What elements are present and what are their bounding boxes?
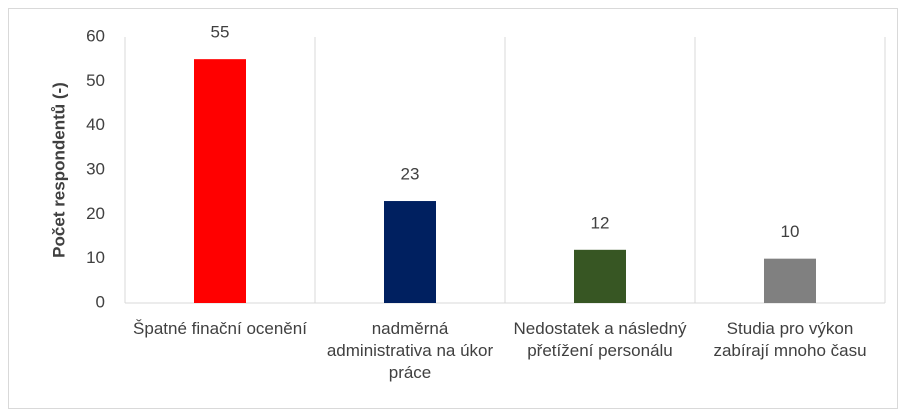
y-tick-label: 20 [86, 204, 105, 223]
data-label: 23 [401, 165, 420, 184]
data-label: 55 [211, 23, 230, 42]
x-tick-label: Studia pro výkon zabírají mnoho času [713, 319, 867, 360]
bar [384, 201, 436, 303]
bar [764, 258, 816, 303]
x-tick-label: nadměrná administrativa na úkor práce [326, 319, 494, 382]
y-axis-label: Počet respondentů (-) [49, 82, 68, 258]
bar [574, 249, 626, 303]
chart-border [8, 8, 898, 409]
y-tick-label: 50 [86, 71, 105, 90]
x-tick-label: Špatné finační ocenění [133, 319, 307, 338]
y-tick-label: 0 [96, 292, 105, 311]
bar [194, 59, 246, 303]
y-tick-label: 30 [86, 159, 105, 178]
data-label: 10 [781, 222, 800, 241]
data-label: 12 [591, 213, 610, 232]
y-tick-label: 40 [86, 115, 105, 134]
x-tick-label: Nedostatek a následný přetížení personál… [513, 319, 687, 360]
y-tick-label: 10 [86, 248, 105, 267]
y-tick-label: 60 [86, 26, 105, 45]
